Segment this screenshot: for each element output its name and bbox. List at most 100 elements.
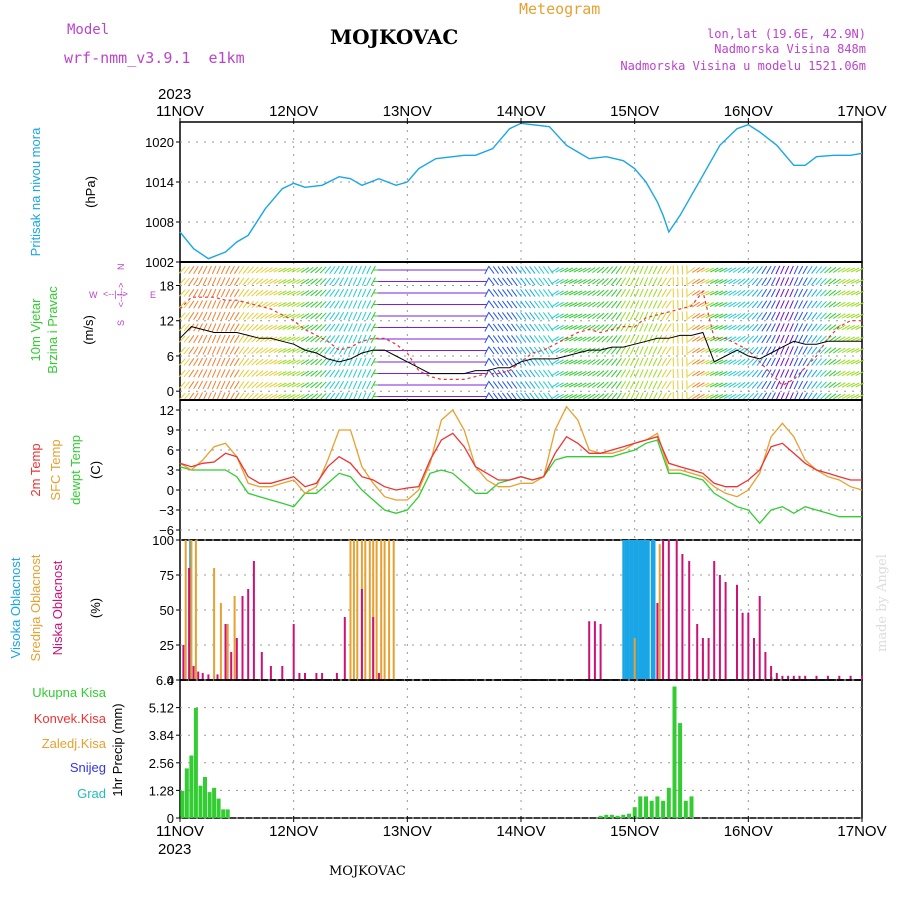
wind-barb	[665, 381, 672, 389]
wind-barb	[573, 267, 583, 273]
wind-barb	[643, 288, 649, 298]
wind-barb	[811, 381, 818, 389]
wind-barb	[547, 392, 554, 401]
wind-barb	[188, 266, 195, 274]
wind-barb	[700, 393, 710, 400]
wind-barb	[780, 357, 785, 367]
wind-barb	[296, 290, 305, 296]
wind-barb	[220, 311, 226, 321]
wind-barb	[229, 380, 235, 390]
wind-barb	[524, 335, 531, 343]
wind-barb	[310, 335, 319, 343]
wind-barb	[338, 357, 345, 367]
wind-barb	[310, 301, 319, 308]
wind-barb	[596, 324, 605, 331]
wind-barb	[789, 323, 794, 332]
wind-barb	[815, 369, 823, 378]
wind-barb	[314, 324, 323, 331]
cloud-series	[182, 540, 863, 680]
wind-barb	[747, 392, 755, 401]
wind-barb	[798, 277, 804, 286]
wind-barb	[547, 335, 554, 343]
wind-barb	[780, 300, 785, 309]
wind-barb	[855, 325, 865, 330]
wind-barb	[815, 300, 823, 309]
wind-barb	[225, 288, 231, 298]
wind-barb	[573, 394, 583, 399]
wind-barb	[606, 381, 614, 389]
wind-barb	[225, 323, 231, 332]
wind-barb	[269, 290, 278, 296]
wind-barb	[538, 369, 545, 378]
wind-barb	[665, 277, 672, 286]
wind-barb	[251, 358, 259, 366]
wind-barb	[300, 313, 310, 319]
wind-barb	[273, 382, 282, 388]
wind-barb	[587, 267, 596, 273]
wind-barb	[798, 265, 804, 275]
cloud-bar	[260, 652, 263, 680]
wind-barb	[488, 289, 495, 297]
wind-barb	[264, 393, 273, 400]
wind-barb	[197, 311, 204, 321]
wind-barb	[692, 370, 701, 377]
wind-barb	[714, 371, 724, 376]
wind-barb	[761, 265, 768, 275]
cloud-bar	[861, 675, 863, 680]
wind-barb	[732, 278, 741, 285]
wind-barb	[705, 382, 714, 388]
wind-barb	[314, 381, 323, 389]
wind-barb	[846, 313, 855, 319]
wind-barb	[488, 323, 495, 332]
wind-barb	[648, 334, 653, 344]
wind-barb	[202, 369, 208, 378]
wind-barb	[357, 334, 362, 344]
wind-barb	[287, 394, 296, 399]
wind-barb	[515, 312, 522, 320]
wind-barb	[657, 311, 663, 321]
wind-barb	[692, 336, 701, 342]
wind-barb	[846, 302, 855, 307]
wind-barb	[555, 370, 564, 377]
wind-barb	[620, 265, 627, 275]
x-tick-label-bottom: 16NOV	[724, 823, 773, 840]
wind-barb	[728, 393, 737, 400]
cloud-bar	[352, 540, 355, 680]
wind-barb	[789, 288, 794, 298]
wind-barb	[273, 278, 282, 285]
wind-barb	[652, 346, 658, 355]
wind-barb	[837, 324, 846, 331]
wind-barb	[709, 313, 719, 319]
wind-barb	[255, 381, 264, 389]
cloud-bar	[335, 673, 338, 680]
wind-barb	[837, 336, 846, 342]
wind-barb	[273, 347, 282, 354]
wind-barb	[233, 369, 240, 378]
wind-barb	[319, 392, 327, 401]
wind-barb	[501, 289, 509, 297]
wind-barb	[251, 324, 259, 331]
wind-barb	[361, 265, 367, 275]
wind-barb	[520, 300, 527, 309]
wind-barb	[692, 313, 701, 319]
wind-barb	[855, 394, 865, 399]
wind-barb	[538, 277, 545, 286]
wind-barb	[601, 381, 609, 389]
wind-barb	[310, 289, 319, 297]
y-tick-label: 12	[160, 403, 174, 418]
wind-barb	[611, 381, 618, 389]
wind-barb	[314, 393, 323, 400]
wind-barb	[251, 381, 259, 389]
wind-barb	[568, 394, 578, 399]
y-tick-label: 5.12	[149, 701, 174, 716]
precip-bar	[661, 800, 666, 819]
wind-barb	[714, 382, 724, 388]
wind-barb	[291, 313, 301, 319]
wind-barb	[278, 279, 287, 284]
y-axis-label: (hPa)	[83, 176, 98, 208]
wind-barb	[333, 380, 340, 390]
cloud-bar	[804, 675, 807, 680]
wind-barb	[484, 277, 490, 286]
y-tick-label: 25	[160, 638, 174, 653]
cloud-bar	[235, 638, 238, 680]
